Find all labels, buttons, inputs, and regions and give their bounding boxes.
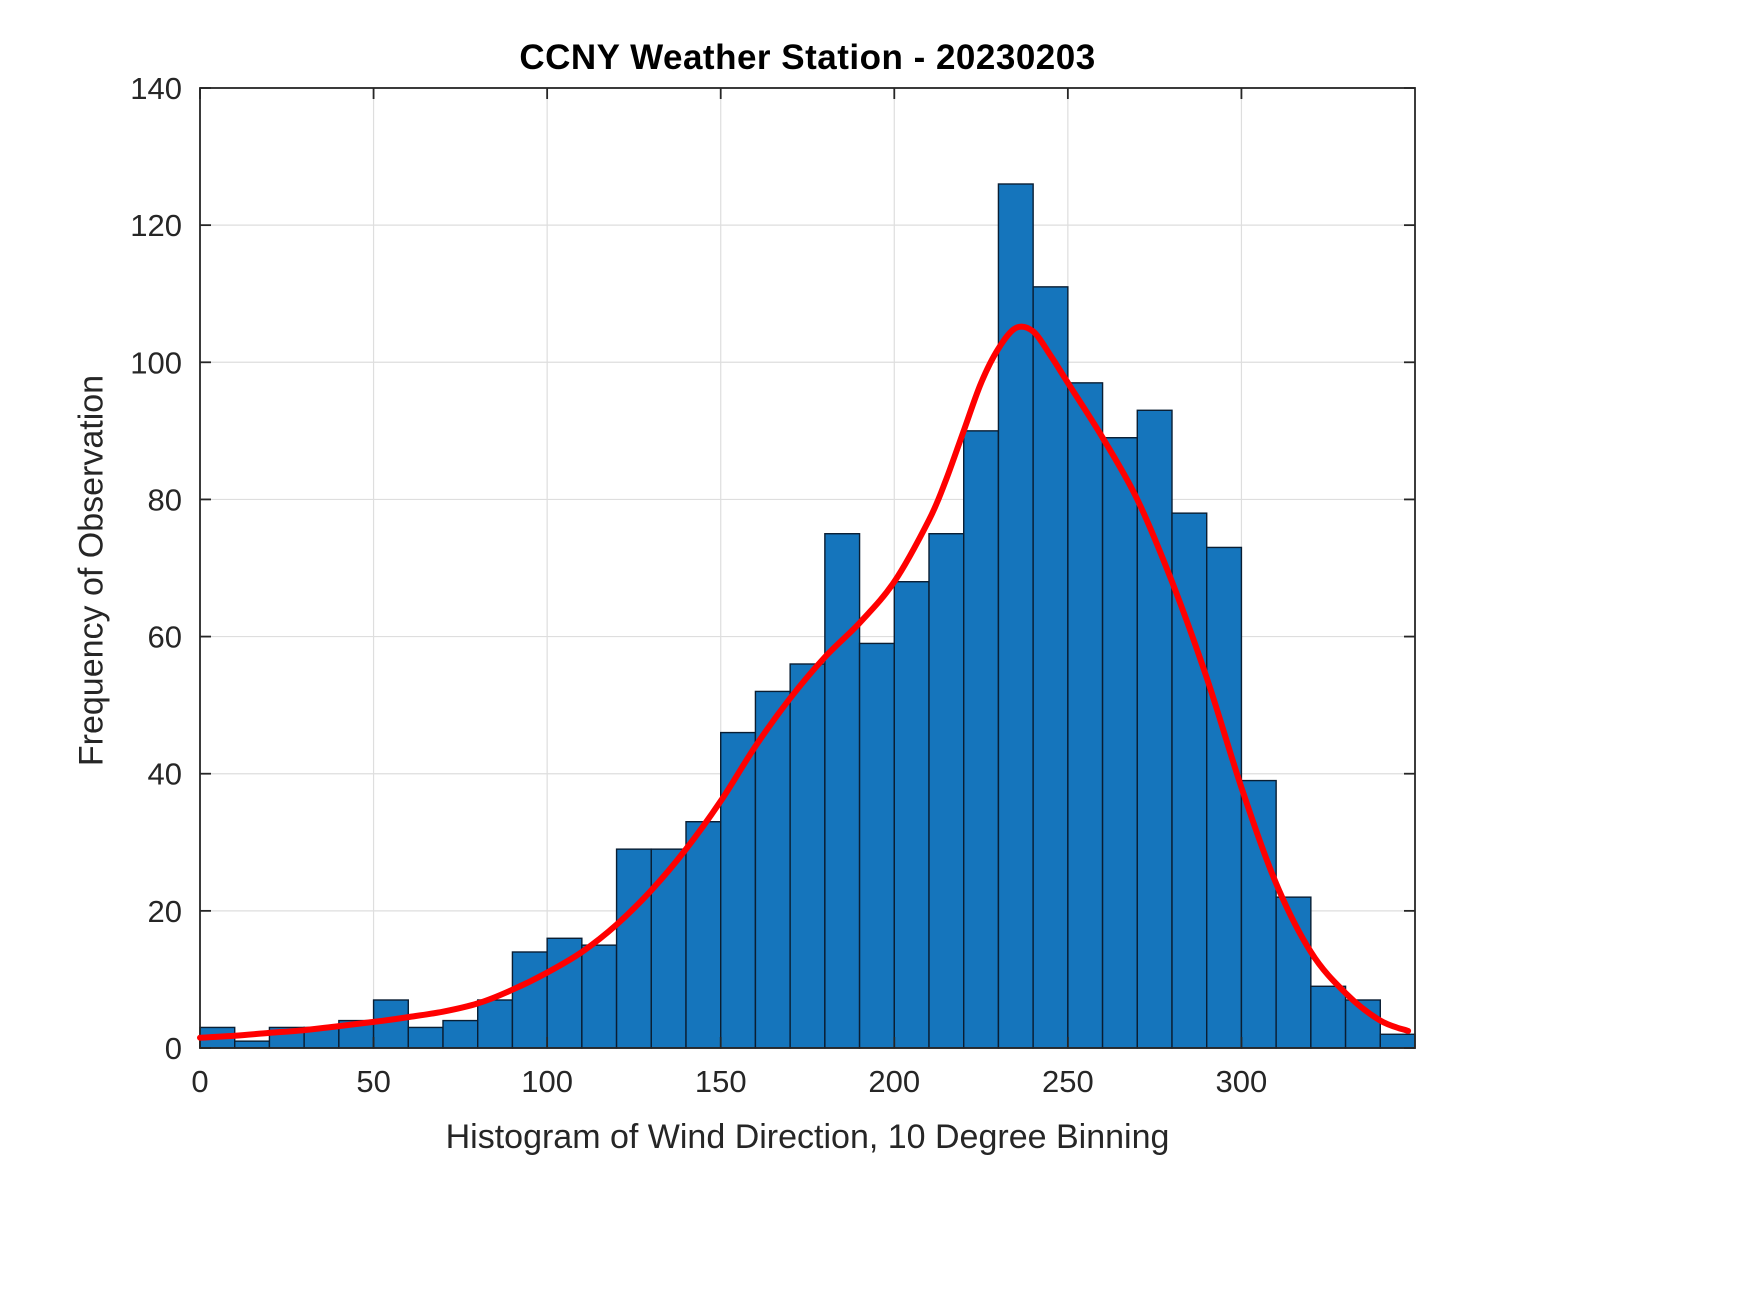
- histogram-bar: [1032, 286, 1069, 1049]
- x-tick-label: 250: [1042, 1064, 1094, 1099]
- histogram-bar: [407, 1026, 444, 1049]
- histogram-bar: [650, 848, 687, 1049]
- y-tick-label: 120: [130, 208, 182, 243]
- x-tick-label: 300: [1216, 1064, 1268, 1099]
- y-tick-label: 0: [165, 1031, 182, 1066]
- histogram-bar: [1067, 382, 1104, 1049]
- x-tick-label: 100: [521, 1064, 573, 1099]
- axes-box: [199, 87, 1416, 1049]
- y-tick-label: 140: [130, 71, 182, 106]
- histogram-bar: [963, 430, 1000, 1049]
- histogram-bar: [1206, 546, 1243, 1049]
- histogram-bar: [754, 690, 791, 1049]
- fit-curve: [197, 323, 1412, 1041]
- y-tick-label: 20: [148, 894, 182, 929]
- histogram-bar: [997, 183, 1034, 1049]
- x-tick-label: 0: [191, 1064, 208, 1099]
- y-tick-label: 100: [130, 345, 182, 380]
- histogram-bar: [685, 821, 722, 1049]
- histogram-bar: [615, 848, 652, 1049]
- histogram-bar: [581, 944, 618, 1049]
- histogram-bar: [720, 731, 757, 1049]
- histogram-bar: [893, 581, 930, 1049]
- histogram-bar: [1310, 985, 1347, 1049]
- x-tick-label: 200: [868, 1064, 920, 1099]
- y-tick-label: 80: [148, 482, 182, 517]
- x-tick-label: 50: [356, 1064, 390, 1099]
- chart-title: CCNY Weather Station - 20230203: [519, 38, 1096, 77]
- histogram-bar: [511, 951, 548, 1049]
- histogram-bar: [1240, 779, 1277, 1049]
- histogram-bar: [928, 533, 965, 1049]
- histogram-bar: [1101, 437, 1138, 1049]
- y-tick-label: 60: [148, 620, 182, 655]
- histogram-bar: [789, 663, 826, 1049]
- x-tick-label: 150: [695, 1064, 747, 1099]
- histogram-bar: [442, 1019, 479, 1049]
- y-tick-label: 40: [148, 757, 182, 792]
- histogram-bar: [1379, 1033, 1416, 1049]
- histogram-bar: [858, 642, 895, 1049]
- histogram-bar: [477, 999, 514, 1049]
- histogram-bar: [824, 533, 861, 1049]
- histogram-bar: [234, 1040, 271, 1049]
- x-axis-label: Histogram of Wind Direction, 10 Degree B…: [445, 1118, 1170, 1156]
